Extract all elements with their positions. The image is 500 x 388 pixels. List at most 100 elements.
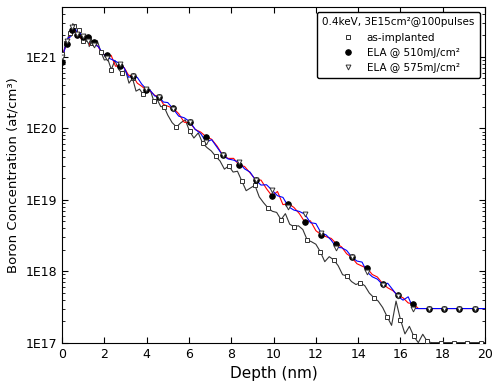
ELA @ 510mJ/cm²: [269, 194, 275, 198]
as-implanted: [252, 183, 258, 187]
as-implanted: [464, 340, 470, 345]
as-implanted: [451, 340, 457, 345]
ELA @ 575mJ/cm²: [143, 87, 149, 91]
ELA @ 510mJ/cm²: [236, 163, 242, 167]
as-implanted: [80, 38, 86, 43]
ELA @ 575mJ/cm²: [472, 306, 478, 311]
ELA @ 575mJ/cm²: [69, 24, 75, 29]
ELA @ 575mJ/cm²: [170, 107, 176, 111]
Line: ELA @ 575mJ/cm²: ELA @ 575mJ/cm²: [60, 24, 478, 311]
ELA @ 510mJ/cm²: [472, 306, 478, 311]
as-implanted: [76, 28, 82, 32]
as-implanted: [304, 237, 310, 242]
ELA @ 510mJ/cm²: [286, 201, 292, 206]
ELA @ 575mJ/cm²: [117, 61, 123, 66]
ELA @ 510mJ/cm²: [80, 34, 86, 39]
ELA @ 575mJ/cm²: [318, 230, 324, 235]
X-axis label: Depth (nm): Depth (nm): [230, 366, 318, 381]
ELA @ 575mJ/cm²: [220, 153, 226, 158]
ELA @ 575mJ/cm²: [380, 282, 386, 287]
as-implanted: [330, 258, 336, 262]
as-implanted: [411, 334, 417, 339]
as-implanted: [278, 217, 284, 222]
as-implanted: [424, 339, 430, 344]
as-implanted: [67, 31, 73, 35]
as-implanted: [186, 129, 192, 133]
ELA @ 510mJ/cm²: [143, 87, 149, 92]
ELA @ 510mJ/cm²: [349, 255, 355, 260]
as-implanted: [119, 71, 125, 76]
as-implanted: [239, 179, 245, 184]
ELA @ 575mJ/cm²: [252, 178, 258, 182]
ELA @ 510mJ/cm²: [395, 293, 401, 298]
ELA @ 575mJ/cm²: [80, 34, 86, 38]
Y-axis label: Boron Concentration (at/cm³): Boron Concentration (at/cm³): [7, 77, 20, 273]
ELA @ 510mJ/cm²: [426, 306, 432, 311]
as-implanted: [130, 76, 136, 81]
ELA @ 575mJ/cm²: [410, 306, 416, 311]
as-implanted: [98, 49, 104, 54]
ELA @ 510mJ/cm²: [252, 177, 258, 182]
ELA @ 510mJ/cm²: [59, 59, 65, 64]
as-implanted: [59, 52, 65, 56]
ELA @ 510mJ/cm²: [117, 63, 123, 68]
as-implanted: [344, 274, 350, 278]
as-implanted: [226, 164, 232, 168]
as-implanted: [72, 24, 78, 29]
ELA @ 510mJ/cm²: [380, 281, 386, 286]
ELA @ 575mJ/cm²: [74, 32, 80, 36]
ELA @ 510mJ/cm²: [334, 241, 340, 246]
as-implanted: [478, 340, 484, 345]
ELA @ 510mJ/cm²: [74, 33, 80, 38]
as-implanted: [291, 224, 297, 229]
ELA @ 510mJ/cm²: [364, 266, 370, 271]
ELA @ 575mJ/cm²: [90, 42, 96, 47]
as-implanted: [108, 67, 114, 72]
as-implanted: [84, 36, 90, 41]
ELA @ 575mJ/cm²: [86, 38, 91, 43]
ELA @ 575mJ/cm²: [334, 245, 340, 250]
ELA @ 510mJ/cm²: [410, 301, 416, 306]
ELA @ 510mJ/cm²: [130, 74, 136, 78]
ELA @ 510mJ/cm²: [69, 28, 75, 33]
ELA @ 510mJ/cm²: [90, 40, 96, 45]
ELA @ 575mJ/cm²: [364, 270, 370, 274]
ELA @ 575mJ/cm²: [64, 39, 70, 43]
ELA @ 575mJ/cm²: [302, 212, 308, 217]
ELA @ 575mJ/cm²: [286, 204, 292, 209]
ELA @ 575mJ/cm²: [426, 306, 432, 311]
ELA @ 510mJ/cm²: [456, 306, 462, 311]
as-implanted: [174, 125, 180, 129]
as-implanted: [438, 340, 444, 345]
ELA @ 510mJ/cm²: [64, 42, 70, 47]
ELA @ 575mJ/cm²: [349, 255, 355, 259]
as-implanted: [318, 249, 324, 254]
ELA @ 575mJ/cm²: [441, 306, 447, 311]
ELA @ 510mJ/cm²: [220, 152, 226, 157]
as-implanted: [212, 154, 218, 159]
ELA @ 510mJ/cm²: [186, 120, 192, 125]
ELA @ 575mJ/cm²: [59, 55, 65, 60]
ELA @ 575mJ/cm²: [269, 188, 275, 192]
ELA @ 510mJ/cm²: [104, 53, 110, 57]
ELA @ 510mJ/cm²: [170, 106, 176, 111]
ELA @ 575mJ/cm²: [395, 294, 401, 299]
as-implanted: [140, 92, 146, 97]
as-implanted: [358, 280, 364, 285]
as-implanted: [371, 295, 377, 300]
ELA @ 575mJ/cm²: [186, 119, 192, 124]
as-implanted: [200, 141, 205, 146]
ELA @ 575mJ/cm²: [203, 140, 209, 144]
ELA @ 510mJ/cm²: [441, 306, 447, 311]
as-implanted: [89, 41, 95, 45]
ELA @ 575mJ/cm²: [456, 306, 462, 311]
ELA @ 575mJ/cm²: [104, 55, 110, 60]
ELA @ 575mJ/cm²: [236, 160, 242, 165]
as-implanted: [384, 314, 390, 319]
ELA @ 510mJ/cm²: [156, 94, 162, 99]
ELA @ 510mJ/cm²: [318, 232, 324, 237]
ELA @ 575mJ/cm²: [156, 95, 162, 99]
ELA @ 510mJ/cm²: [302, 220, 308, 225]
as-implanted: [398, 317, 404, 322]
Line: ELA @ 510mJ/cm²: ELA @ 510mJ/cm²: [59, 28, 478, 311]
